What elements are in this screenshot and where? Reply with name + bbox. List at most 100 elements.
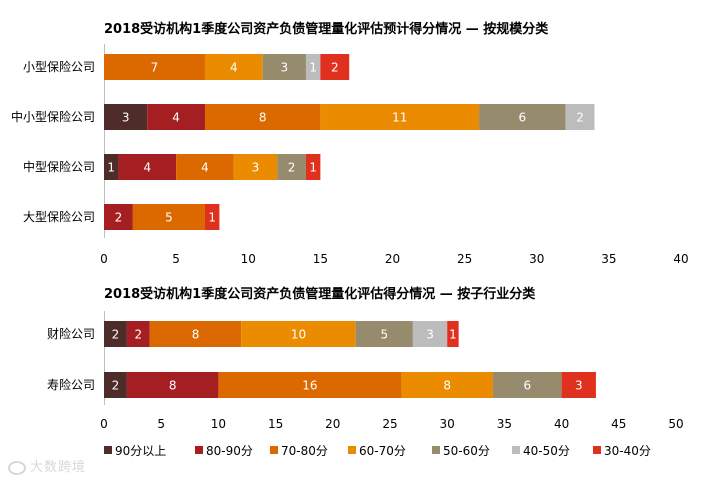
- bar-segment: [447, 321, 459, 347]
- category-label: 小型保险公司: [23, 59, 95, 74]
- bar-segment: [241, 321, 356, 347]
- x-tick-label: 25: [457, 252, 472, 266]
- bar-segment: [305, 54, 321, 80]
- bar-segment: [305, 154, 321, 180]
- x-tick-label: 10: [211, 417, 226, 431]
- watermark-text: 大数跨境: [30, 460, 87, 475]
- data-label: 4: [201, 161, 209, 175]
- data-label: 16: [302, 379, 317, 393]
- bar-segment: [565, 104, 595, 130]
- legend-label: 70-80分: [281, 444, 328, 458]
- bar-segment: [204, 204, 220, 230]
- chart-2-title: 2018受访机构1季度公司资产负债管理量化评估得分情况 — 按子行业分类: [104, 286, 536, 302]
- data-label: 4: [143, 161, 151, 175]
- x-tick-label: 35: [601, 252, 616, 266]
- data-label: 2: [134, 328, 142, 342]
- legend-label: 80-90分: [206, 444, 253, 458]
- data-label: 2: [576, 111, 584, 125]
- bar-segment: [149, 321, 242, 347]
- bar-segment: [126, 372, 219, 398]
- legend: 90分以上 80-90分 70-80分 60-70分 50-60分 40-50分 30-40…: [104, 444, 651, 458]
- category-label: 寿险公司: [47, 377, 95, 392]
- bar-segment: [401, 372, 493, 398]
- bar-segment: [118, 154, 177, 180]
- bar-segment: [104, 321, 127, 347]
- x-tick-label: 20: [385, 252, 400, 266]
- bar-segment: [104, 54, 205, 80]
- data-label: 3: [252, 161, 260, 175]
- x-tick-label: 5: [172, 252, 180, 266]
- bar-segment: [147, 104, 205, 130]
- legend-label: 90分以上: [115, 444, 166, 458]
- data-label: 1: [309, 161, 317, 175]
- bar-segment: [277, 154, 306, 180]
- data-label: 6: [519, 111, 527, 125]
- data-label: 5: [380, 328, 388, 342]
- data-label: 8: [192, 328, 200, 342]
- data-label: 3: [280, 61, 288, 75]
- category-label: 中型保险公司: [23, 159, 95, 174]
- watermark-logo-icon: [8, 460, 26, 475]
- x-tick-label: 45: [611, 417, 626, 431]
- legend-swatch: [593, 446, 601, 454]
- data-label: 2: [115, 211, 123, 225]
- data-label: 1: [208, 211, 216, 225]
- legend-label: 60-70分: [359, 444, 406, 458]
- legend-label: 30-40分: [604, 444, 651, 458]
- data-label: 2: [288, 161, 296, 175]
- bar-segment: [320, 54, 350, 80]
- data-label: 1: [449, 328, 457, 342]
- x-tick-label: 25: [382, 417, 397, 431]
- legend-swatch: [195, 446, 203, 454]
- data-label: 1: [107, 161, 115, 175]
- category-label: 中小型保险公司: [11, 109, 95, 124]
- bar-segment: [412, 321, 448, 347]
- data-label: 3: [575, 379, 583, 393]
- bar-segment: [104, 104, 148, 130]
- category-label: 财险公司: [47, 326, 95, 341]
- x-tick-label: 30: [440, 417, 455, 431]
- data-label: 2: [112, 328, 120, 342]
- bar-segment: [479, 104, 566, 130]
- data-label: 8: [443, 379, 451, 393]
- x-tick-label: 40: [554, 417, 569, 431]
- data-label: 5: [165, 211, 173, 225]
- bar-segment: [204, 104, 321, 130]
- data-label: 7: [151, 61, 159, 75]
- data-label: 11: [392, 111, 407, 125]
- bar-segment: [204, 54, 263, 80]
- x-tick-label: 5: [157, 417, 165, 431]
- data-label: 2: [331, 61, 339, 75]
- data-label: 8: [259, 111, 267, 125]
- bar-segment: [492, 372, 562, 398]
- x-tick-label: 15: [313, 252, 328, 266]
- data-label: 10: [291, 328, 306, 342]
- x-tick-label: 20: [325, 417, 340, 431]
- bar-segment: [355, 321, 413, 347]
- bar-segment: [176, 154, 234, 180]
- bar-segment: [104, 154, 119, 180]
- bar-segment: [320, 104, 480, 130]
- data-label: 8: [169, 379, 177, 393]
- x-tick-label: 0: [100, 252, 108, 266]
- legend-label: 50-60分: [443, 444, 490, 458]
- legend-swatch: [512, 446, 520, 454]
- x-tick-label: 30: [529, 252, 544, 266]
- category-label: 大型保险公司: [23, 209, 95, 224]
- data-label: 4: [172, 111, 180, 125]
- bar-segment: [126, 321, 150, 347]
- x-tick-label: 35: [497, 417, 512, 431]
- data-label: 3: [122, 111, 130, 125]
- bar-segment: [233, 154, 278, 180]
- x-tick-label: 40: [673, 252, 688, 266]
- x-tick-label: 15: [268, 417, 283, 431]
- bar-segment: [104, 204, 133, 230]
- data-label: 3: [426, 328, 434, 342]
- legend-label: 40-50分: [523, 444, 570, 458]
- watermark: 大数跨境: [8, 456, 86, 475]
- chart-1-title: 2018受访机构1季度公司资产负债管理量化评估预计得分情况 — 按规模分类: [104, 21, 549, 37]
- data-label: 1: [309, 61, 317, 75]
- bar-segment: [561, 372, 596, 398]
